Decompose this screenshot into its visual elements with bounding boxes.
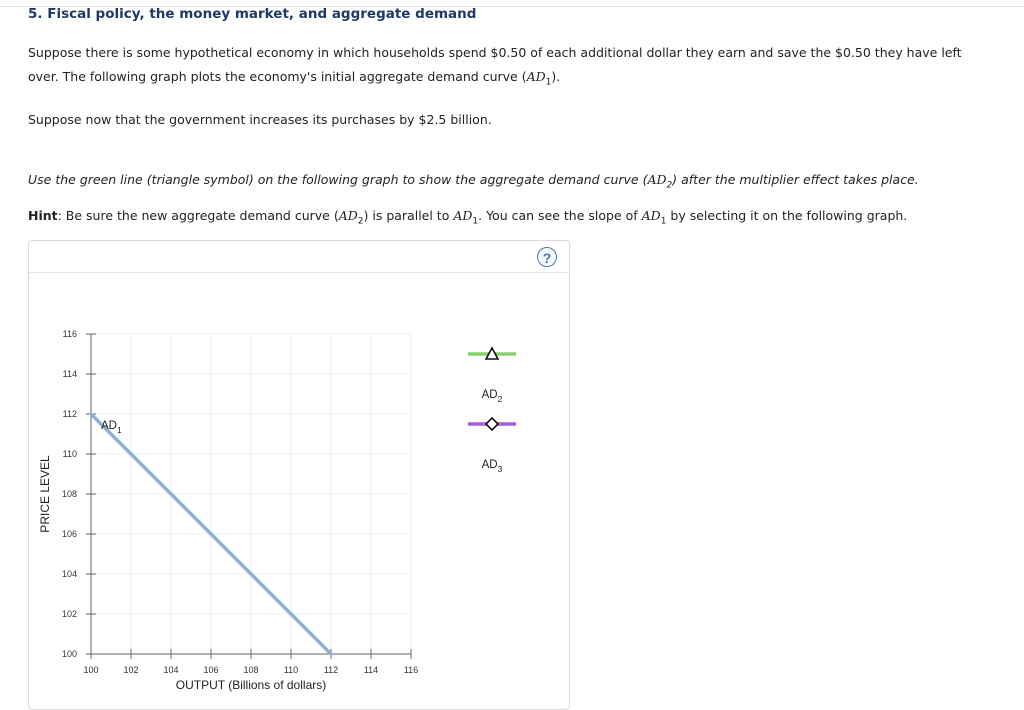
x-tick-label: 104 xyxy=(163,665,178,675)
intro-line-2: over. The following graph plots the econ… xyxy=(28,69,561,88)
graph-panel-header: ? xyxy=(29,241,569,273)
triangle-icon xyxy=(484,346,500,360)
instruction-text: Use the green line (triangle symbol) on … xyxy=(28,172,919,191)
x-tick-label: 102 xyxy=(123,665,138,675)
x-tick-label: 106 xyxy=(203,665,218,675)
aggregate-demand-chart[interactable]: 100 102 104 106 108 110 112 114 116 100 102 104 106 1… xyxy=(29,241,569,709)
hint-text: Hint: Be sure the new aggregate demand c… xyxy=(28,208,908,227)
intro-line-1: Suppose there is some hypothetical econo… xyxy=(28,45,962,60)
y-tick-label: 102 xyxy=(62,609,77,619)
x-tick-label: 114 xyxy=(364,665,378,675)
intro-paragraph: Suppose there is some hypothetical econo… xyxy=(28,41,988,95)
y-tick-label: 110 xyxy=(63,449,77,459)
y-tick-label: 108 xyxy=(62,489,77,499)
ad1-label: AD1 xyxy=(101,420,122,435)
top-divider xyxy=(0,6,1024,7)
y-tick-label: 116 xyxy=(63,329,77,339)
help-icon[interactable]: ? xyxy=(537,247,557,267)
diamond-icon xyxy=(484,416,500,432)
x-tick-label: 108 xyxy=(243,665,258,675)
y-tick-label: 112 xyxy=(63,409,77,419)
x-axis-label: OUTPUT (Billions of dollars) xyxy=(176,678,326,692)
graph-panel: ? 100 102 104 106 108 110 112 114 116 100 102 104 10… xyxy=(28,240,570,710)
y-tick-label: 106 xyxy=(62,529,77,539)
y-tick-label: 104 xyxy=(62,569,77,579)
y-tick-label: 100 xyxy=(62,649,77,659)
hint-label: Hint xyxy=(28,208,58,223)
y-tick-label: 114 xyxy=(63,369,77,379)
legend-label-ad3: AD3 xyxy=(482,459,503,474)
x-tick-label: 110 xyxy=(284,665,298,675)
x-tick-label: 100 xyxy=(83,665,98,675)
ad1-curve xyxy=(89,412,333,656)
question-title: 5. Fiscal policy, the money market, and … xyxy=(28,6,477,22)
legend-label-ad2: AD2 xyxy=(482,389,503,404)
x-tick-label: 112 xyxy=(324,665,338,675)
government-paragraph: Suppose now that the government increase… xyxy=(28,112,492,127)
y-axis-label: PRICE LEVEL xyxy=(38,455,52,533)
x-tick-label: 116 xyxy=(404,665,418,675)
